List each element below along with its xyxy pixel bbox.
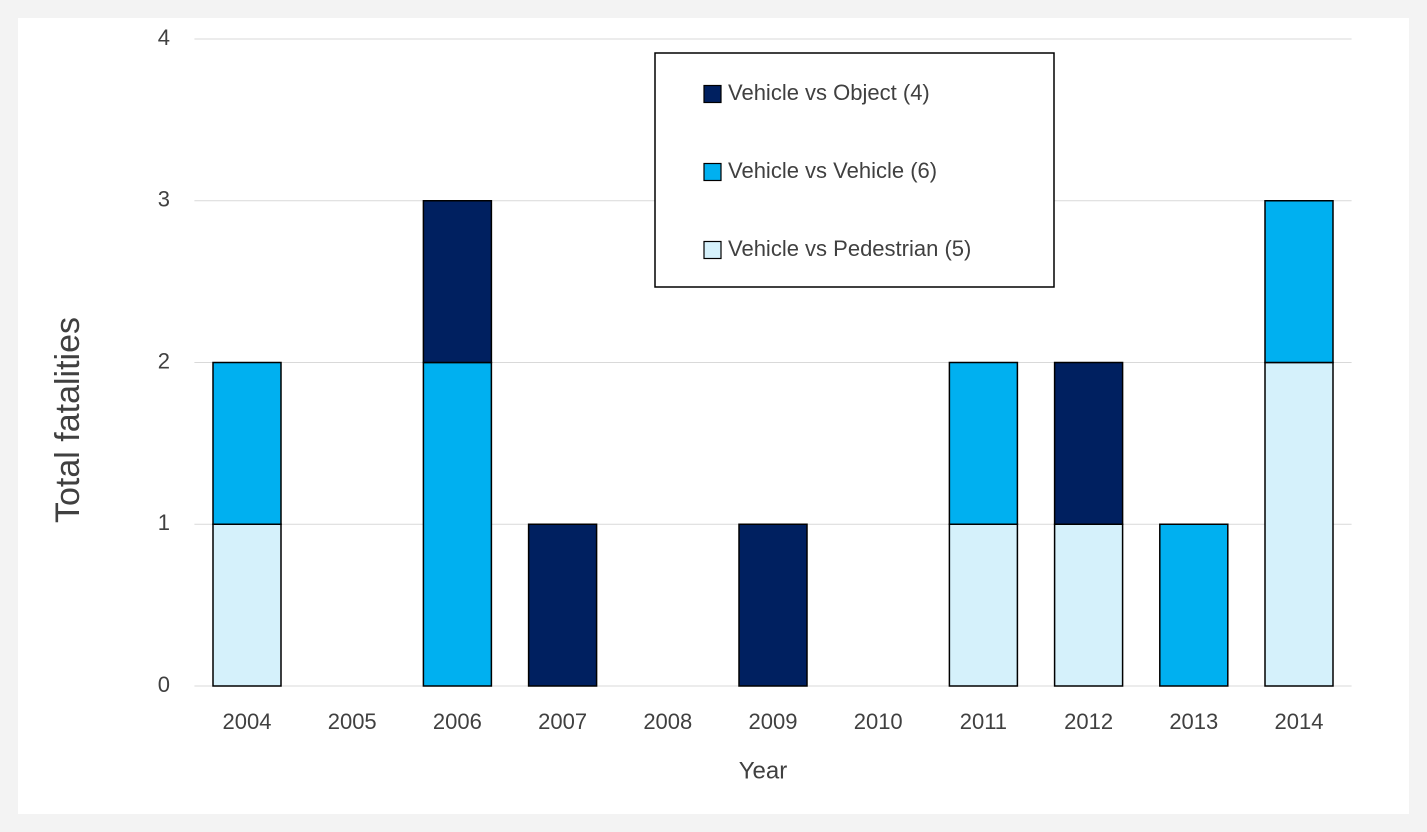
bar-segment	[948, 361, 1019, 525]
y-tick-label: 0	[158, 672, 170, 697]
x-tick-label: 2008	[643, 709, 692, 734]
bar-segment	[422, 361, 493, 687]
y-axis-title: Total fatalities	[49, 317, 87, 523]
y-tick-label: 4	[158, 25, 170, 50]
bar-segment	[212, 361, 282, 525]
bar-segment	[1053, 523, 1124, 687]
x-axis-title: Year	[739, 757, 788, 784]
x-tick-label: 2012	[1064, 709, 1113, 734]
legend-label: Vehicle vs Object (4)	[728, 80, 930, 105]
y-tick-label: 2	[158, 348, 170, 373]
bar-segment	[738, 523, 808, 687]
x-tick-label: 2011	[960, 709, 1007, 734]
bar-segment	[948, 523, 1019, 687]
y-tick-label: 3	[158, 187, 170, 212]
x-tick-label: 2005	[328, 709, 377, 734]
legend-swatch	[703, 162, 722, 182]
x-tick-label: 2013	[1169, 709, 1218, 734]
bar-segment	[422, 200, 493, 364]
x-tick-label: 2014	[1275, 709, 1324, 734]
legend-swatch	[703, 84, 722, 104]
legend-label: Vehicle vs Pedestrian (5)	[728, 236, 971, 261]
legend-label: Vehicle vs Vehicle (6)	[728, 158, 937, 183]
bar-segment	[1264, 200, 1334, 364]
bar-segment	[1159, 523, 1229, 687]
bar-segment	[212, 523, 282, 687]
bar-segment	[527, 523, 598, 687]
x-tick-label: 2009	[749, 709, 798, 734]
x-tick-label: 2004	[223, 709, 272, 734]
bar-segment	[1264, 361, 1334, 687]
bar-segment	[1053, 361, 1124, 525]
x-tick-label: 2006	[433, 709, 482, 734]
x-tick-label: 2007	[538, 709, 587, 734]
x-tick-label: 2010	[854, 709, 903, 734]
y-tick-label: 1	[158, 510, 170, 535]
legend-swatch	[703, 240, 722, 260]
